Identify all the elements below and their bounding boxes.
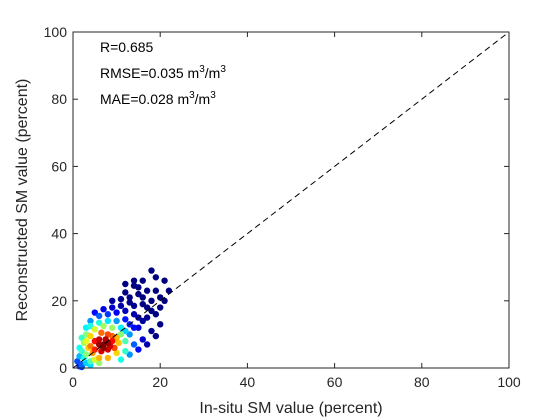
scatter-point	[91, 326, 99, 333]
scatter-point	[135, 346, 142, 353]
x-tick-label: 100	[497, 374, 521, 390]
plot-area-frame	[72, 31, 510, 369]
x-tick-label: 60	[327, 374, 343, 390]
scatter-point	[143, 314, 151, 321]
scatter-point	[130, 277, 138, 284]
x-axis-label: In-situ SM value (percent)	[199, 400, 382, 417]
y-tick-label: 80	[51, 91, 67, 107]
scatter-point	[104, 317, 112, 325]
y-axis-label: Reconstructed SM value (percent)	[14, 79, 31, 322]
x-axis-ticks: 0 20 40 60 80 100	[69, 32, 521, 390]
y-tick-label: 40	[51, 226, 67, 242]
scatter-point	[87, 332, 94, 340]
scatter-point	[117, 331, 125, 338]
scatter-point	[139, 277, 146, 284]
scatter-point	[130, 302, 138, 310]
scatter-point	[98, 329, 105, 336]
scatter-point	[104, 354, 112, 362]
one-to-one-reference-line	[72, 31, 510, 369]
scatter-point	[117, 356, 125, 363]
scatter-point	[148, 327, 155, 335]
scatter-point	[87, 322, 94, 330]
scatter-point	[122, 348, 129, 355]
scatter-point	[95, 359, 103, 367]
scatter-point	[139, 294, 146, 301]
scatter-point	[130, 311, 138, 318]
y-tick-label: 100	[44, 24, 68, 40]
scatter-point	[113, 317, 120, 325]
scatter-point	[122, 280, 129, 288]
scatter-point	[95, 354, 103, 362]
scatter-point	[152, 274, 160, 281]
scatter-point	[152, 332, 160, 340]
scatter-point	[104, 331, 112, 338]
scatter-point	[126, 351, 133, 358]
scatter-point	[122, 337, 129, 345]
scatter-point	[148, 307, 155, 315]
scatter-point	[91, 346, 99, 353]
scatter-point	[113, 309, 120, 316]
scatter-point	[122, 307, 129, 315]
scatter-point	[130, 282, 138, 289]
scatter-point	[87, 342, 94, 350]
scatter-point	[87, 317, 94, 325]
scatter-point	[143, 341, 151, 348]
scatter-point	[91, 309, 99, 316]
scatter-point	[109, 324, 116, 331]
scatter-point	[135, 290, 142, 298]
scatter-point	[78, 334, 85, 341]
scatter-point	[126, 294, 133, 301]
scatter-point	[117, 302, 125, 310]
scatter-point	[100, 322, 107, 330]
scatter-point	[74, 358, 81, 365]
scatter-point	[95, 312, 103, 320]
statistic-annotation: R=0.685	[100, 39, 154, 55]
scatter-points	[74, 267, 173, 371]
statistic-annotation: RMSE=0.035 m3/m3	[100, 64, 226, 81]
scatter-point	[152, 311, 160, 318]
x-tick-label: 0	[69, 374, 77, 390]
scatter-point	[148, 267, 155, 274]
scatter-point	[82, 351, 90, 358]
scatter-point	[152, 287, 160, 294]
y-tick-label: 20	[51, 293, 67, 309]
y-tick-label: 60	[51, 158, 67, 174]
scatter-point	[82, 337, 90, 345]
scatter-point	[143, 287, 151, 294]
scatter-point	[122, 316, 129, 323]
scatter-point	[113, 349, 120, 357]
x-tick-label: 80	[414, 374, 430, 390]
statistic-annotation: MAE=0.028 m3/m3	[100, 90, 216, 107]
scatter-point	[104, 311, 112, 318]
scatter-point	[95, 319, 103, 326]
scatter-point	[78, 348, 85, 355]
scatter-point	[115, 339, 122, 346]
scatter-point	[126, 299, 133, 306]
scatter-point	[95, 336, 103, 343]
scatter-point	[139, 300, 146, 308]
scatter-point	[117, 295, 125, 303]
scatter-point	[157, 321, 164, 328]
scatter-point	[148, 297, 155, 304]
scatter-point	[130, 341, 138, 348]
scatter-point	[139, 336, 146, 343]
scatter-point	[109, 304, 116, 311]
statistics-annotations: R=0.685 RMSE=0.035 m3/m3 MAE=0.028 m3/m3	[100, 39, 226, 107]
scatter-point	[161, 277, 168, 284]
scatter-point	[139, 317, 146, 325]
y-tick-label: 0	[59, 360, 67, 376]
scatter-point	[157, 304, 164, 311]
scatter-point	[122, 289, 129, 296]
scatter-point	[126, 331, 133, 338]
x-tick-label: 20	[152, 374, 168, 390]
scatter-point	[130, 324, 138, 331]
scatter-point	[100, 306, 107, 313]
x-tick-label: 40	[240, 374, 256, 390]
y-axis-ticks: 0 20 40 60 80 100	[44, 24, 509, 376]
scatter-point	[109, 297, 116, 304]
